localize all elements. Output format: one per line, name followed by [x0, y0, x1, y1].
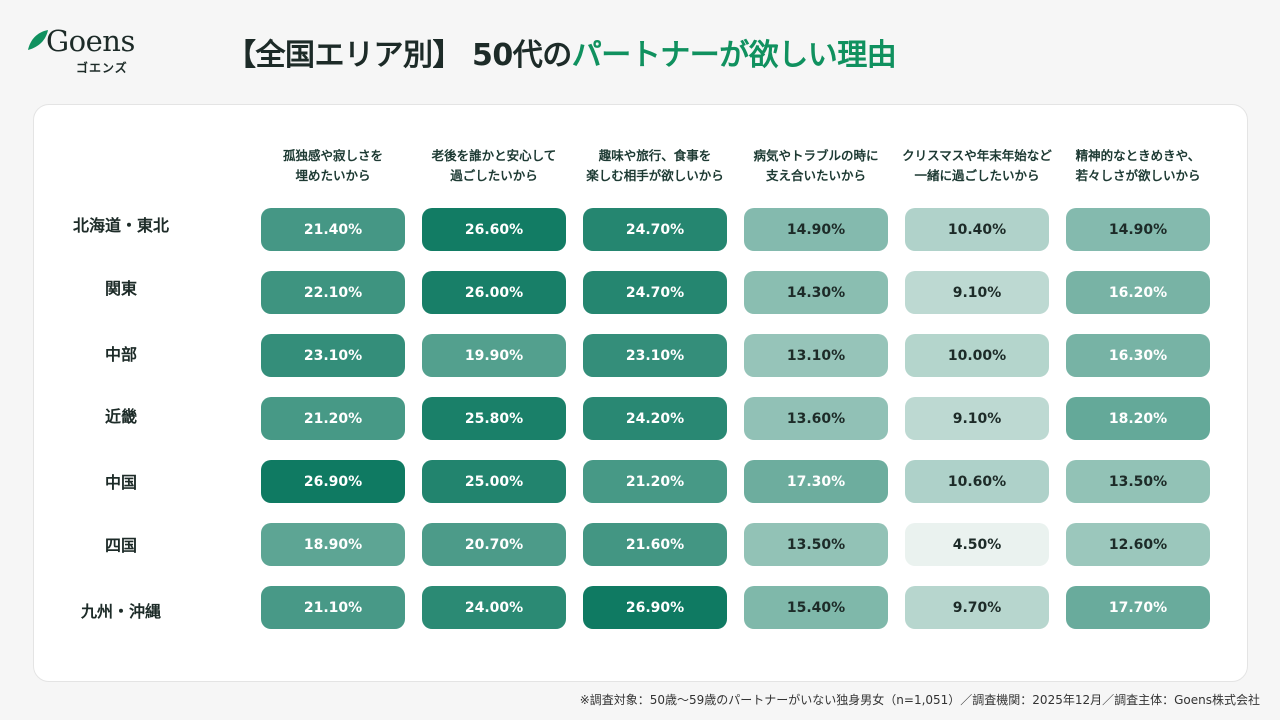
heatmap-cell: 22.10% — [261, 271, 405, 314]
row-label: 北海道・東北 — [72, 216, 169, 235]
heatmap-cell: 14.90% — [744, 208, 888, 251]
logo-wordmark: Goens — [46, 24, 135, 58]
heatmap-cell: 13.60% — [744, 397, 888, 440]
heatmap-cell: 21.40% — [261, 208, 405, 251]
column-header: 趣味や旅行、食事を 楽しむ相手が欲しいから — [586, 148, 724, 183]
heatmap-cell: 18.90% — [261, 523, 405, 566]
row-label: 近畿 — [104, 407, 137, 426]
heatmap-cell: 24.00% — [422, 586, 566, 629]
heatmap-cell: 25.80% — [422, 397, 566, 440]
heatmap-cell: 16.30% — [1066, 334, 1210, 377]
heatmap-cell: 24.20% — [583, 397, 727, 440]
column-header: 病気やトラブルの時に 支え合いたいから — [753, 148, 879, 183]
heatmap-cell: 24.70% — [583, 208, 727, 251]
heatmap-cell: 10.60% — [905, 460, 1049, 503]
heatmap-cell: 13.50% — [1066, 460, 1210, 503]
heatmap-cell: 23.10% — [261, 334, 405, 377]
title-accent: パートナーが欲しい理由 — [571, 38, 897, 73]
heatmap-cell: 26.90% — [583, 586, 727, 629]
heatmap-cell: 21.60% — [583, 523, 727, 566]
heatmap-cell: 18.20% — [1066, 397, 1210, 440]
row-label: 中国 — [104, 473, 137, 492]
column-header: 孤独感や寂しさを 埋めたいから — [282, 148, 383, 183]
heatmap-cell: 19.90% — [422, 334, 566, 377]
survey-footnote: ※調査対象：50歳〜59歳のパートナーがいない独身男女（n=1,051）／調査機… — [579, 693, 1260, 707]
heatmap-cell: 26.90% — [261, 460, 405, 503]
heatmap-cell: 13.50% — [744, 523, 888, 566]
heatmap-cell: 13.10% — [744, 334, 888, 377]
page-title: 【全国エリア別】 50代のパートナーが欲しい理由 — [226, 30, 897, 74]
heatmap-cell: 17.30% — [744, 460, 888, 503]
column-header: 老後を誰かと安心して 過ごしたいから — [431, 148, 557, 183]
logo-subtitle: ゴエンズ — [76, 61, 128, 75]
heatmap-cell: 21.10% — [261, 586, 405, 629]
title-prefix: 【全国エリア別】 50代の — [226, 38, 572, 73]
chart-card — [33, 104, 1248, 682]
heatmap-cell: 14.30% — [744, 271, 888, 314]
heatmap-cell: 23.10% — [583, 334, 727, 377]
heatmap-cell: 21.20% — [583, 460, 727, 503]
heatmap-cell: 24.70% — [583, 271, 727, 314]
heatmap-cell: 9.70% — [905, 586, 1049, 629]
heatmap-cell: 20.70% — [422, 523, 566, 566]
heatmap-cell: 12.60% — [1066, 523, 1210, 566]
row-label: 中部 — [104, 345, 137, 364]
heatmap-cell: 16.20% — [1066, 271, 1210, 314]
heatmap-cell: 9.10% — [905, 271, 1049, 314]
row-label: 関東 — [104, 279, 137, 298]
heatmap-cell: 17.70% — [1066, 586, 1210, 629]
heatmap-cell: 10.40% — [905, 208, 1049, 251]
row-label: 四国 — [104, 536, 137, 555]
leaf-icon — [28, 30, 48, 50]
heatmap-cell: 25.00% — [422, 460, 566, 503]
heatmap-cell: 9.10% — [905, 397, 1049, 440]
heatmap-cell: 10.00% — [905, 334, 1049, 377]
heatmap-cell: 4.50% — [905, 523, 1049, 566]
heatmap-cell: 14.90% — [1066, 208, 1210, 251]
heatmap-cell: 21.20% — [261, 397, 405, 440]
heatmap-cell: 26.60% — [422, 208, 566, 251]
row-label: 九州・沖縄 — [80, 602, 161, 621]
column-header: 精神的なときめきや、 若々しさが欲しいから — [1075, 148, 1201, 183]
brand-logo: Goens ゴエンズ — [26, 24, 166, 76]
heatmap-cell: 15.40% — [744, 586, 888, 629]
heatmap-cell: 26.00% — [422, 271, 566, 314]
column-header: クリスマスや年末年始など 一緒に過ごしたいから — [902, 148, 1052, 183]
